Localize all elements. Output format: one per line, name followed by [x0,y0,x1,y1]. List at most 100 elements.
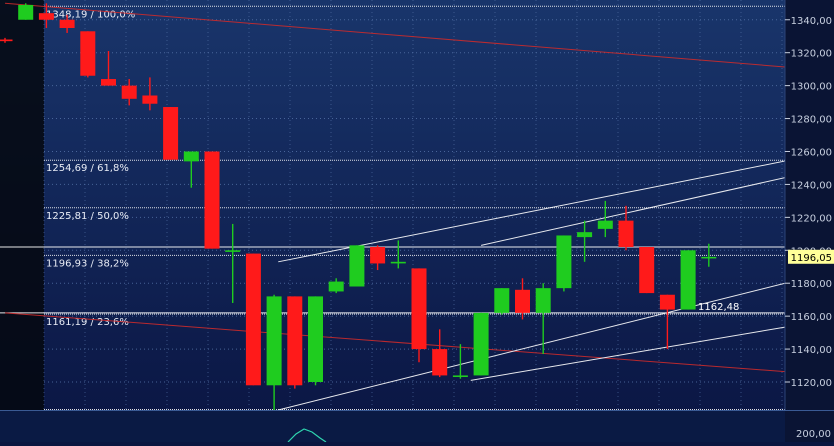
candle-body [59,19,75,28]
trendline [4,2,785,68]
axis-tick-label: 1300,00 [791,82,832,93]
candle-body [515,289,530,313]
price-axis-panel [785,0,834,410]
candle-body [204,151,220,249]
candle [225,223,241,303]
candle-body [473,312,489,376]
axis-tick-label: 1240,00 [791,180,832,191]
candle-body [390,261,406,264]
candle-body [142,95,158,104]
indicator-panel: 200,00 [0,410,834,443]
trendline [470,326,785,381]
candle-body [659,294,675,310]
candle [204,151,220,249]
candle [659,294,675,350]
candle-body [121,85,137,99]
candle [390,240,406,269]
candle-body [577,232,593,238]
candle-body [18,4,34,20]
candle [287,296,303,389]
candle-body [349,245,365,287]
fib-level-label: 1348,19 / 100,0% [46,9,135,20]
candle [163,107,179,160]
candle [101,51,116,86]
candle [38,3,54,28]
axis-tick-label: 1120,00 [791,378,832,389]
candle [701,243,717,267]
fib-level-label: 1254,69 / 61,8% [46,163,129,174]
candle-body [494,288,510,313]
candle [245,253,261,386]
annotations: 1162,48 [698,302,739,313]
axis-tick-label: 1320,00 [791,49,832,60]
trendline [278,282,785,410]
fib-level-label: 1161,19 / 23,6% [46,317,129,328]
trendline [278,160,785,263]
axis-tick-label: 1180,00 [791,279,832,290]
candle [183,151,199,188]
candle [618,205,634,251]
axis-tick-label: 1260,00 [791,147,832,158]
fib-level-label: 1196,93 / 38,2% [46,258,129,269]
candle-body [0,39,13,42]
candle-body [556,235,572,289]
candle [370,245,386,271]
indicator-background [0,411,785,442]
candle [639,246,655,294]
candle-body [618,220,634,247]
candle [308,296,323,386]
candle-body [328,281,344,292]
candle [0,37,13,43]
candles [0,3,717,410]
axis-tick-label: 1160,00 [791,312,832,323]
price-annotation: 1162,48 [698,302,739,313]
trendlines [4,2,785,410]
price-axis[interactable]: 1340,00 1320,00 1300,00 1280,00 1260,00 1240,… [785,16,834,389]
candle-body [245,253,261,386]
axis-tick-label: 1340,00 [791,16,832,27]
candle [452,344,468,379]
candle [121,79,137,106]
candle-body [597,220,613,229]
axis-tick-label: 1220,00 [791,213,832,224]
candle-body [287,296,303,386]
fib-level-label: 1225,81 / 50,0% [46,211,129,222]
candle [59,14,75,33]
candle-body [183,151,199,162]
candle [473,312,489,376]
candle [577,220,593,262]
candle-body [163,107,179,160]
last-price-label: 1196,05 [791,253,832,264]
candle-body [80,31,96,76]
candle-body [639,246,655,294]
candle-body [38,13,54,20]
candle-body [701,256,717,259]
candle-body [266,296,282,386]
indicator-axis-panel [785,411,834,442]
candle [349,245,365,287]
candle [18,3,34,20]
candle-body [680,250,696,310]
left-dark-strip [0,0,44,410]
trendline [480,177,785,246]
candle [80,31,96,78]
grid-layer [43,0,785,410]
candle-body [308,296,323,383]
candle [494,288,510,315]
candle [432,329,448,378]
candle [411,268,427,363]
candle-body [225,250,241,252]
candle-body [535,288,551,313]
candle [535,283,551,355]
candle [680,250,696,310]
candle-body [432,349,448,376]
candle [556,235,572,292]
axis-tick-label: 1140,00 [791,345,832,356]
candle-body [452,375,468,378]
candle [328,278,344,294]
axis-tick-label: 1280,00 [791,115,832,126]
candle [266,294,282,410]
indicator-line [287,428,327,443]
